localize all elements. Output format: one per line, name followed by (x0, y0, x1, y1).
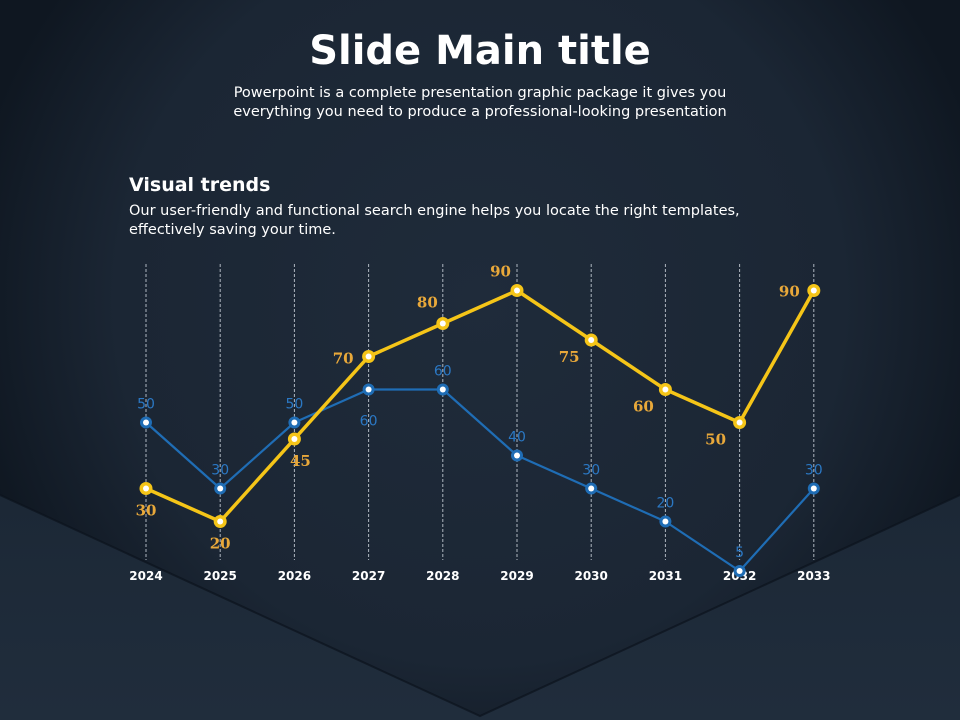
data-label: 50 (285, 397, 303, 413)
data-label: 50 (705, 431, 726, 449)
data-point-center (291, 436, 298, 442)
data-point-center (143, 485, 149, 492)
data-point-center (217, 518, 224, 525)
data-label: 40 (508, 430, 526, 446)
data-point-center (365, 386, 372, 393)
data-point-center (439, 386, 446, 393)
data-label: 20 (656, 496, 674, 512)
data-label: 5 (735, 545, 744, 561)
data-label: 30 (136, 502, 157, 520)
series-line (145, 288, 816, 524)
x-tick-label: 2028 (426, 569, 459, 583)
data-point-center (736, 568, 743, 574)
data-label: 30 (805, 463, 823, 479)
data-label: 45 (290, 452, 311, 470)
data-point-center (588, 337, 595, 343)
data-point-center (514, 287, 520, 294)
data-label: 60 (633, 398, 654, 416)
data-point-center (514, 452, 520, 459)
data-label: 20 (210, 535, 231, 553)
background-chevron-shape (0, 495, 960, 720)
data-label: 80 (417, 294, 438, 312)
series-line (145, 388, 815, 573)
data-point-center (365, 353, 372, 360)
data-point-center (810, 485, 817, 492)
section-description: Our user-friendly and functional search … (129, 203, 740, 238)
x-tick-label: 2026 (278, 569, 311, 583)
x-tick-label: 2029 (500, 569, 533, 583)
slide-subtitle: Powerpoint is a complete presentation gr… (233, 85, 727, 120)
data-point-center (662, 386, 669, 393)
data-label: 30 (211, 463, 229, 479)
section-heading: Visual trends (129, 174, 271, 196)
x-tick-label: 2024 (129, 569, 162, 583)
slide-title: Slide Main title (309, 28, 651, 74)
x-tick-label: 2025 (203, 569, 236, 583)
data-point-center (217, 485, 224, 492)
data-label: 50 (137, 397, 155, 413)
data-label: 75 (559, 348, 580, 366)
x-tick-label: 2030 (574, 569, 607, 583)
x-tick-label: 2027 (352, 569, 385, 583)
data-point-center (143, 419, 149, 426)
data-label: 60 (360, 414, 378, 430)
x-tick-label: 2031 (649, 569, 682, 583)
data-point-center (439, 320, 446, 327)
x-tick-label: 2033 (797, 569, 830, 583)
data-point-center (736, 419, 743, 426)
data-label: 70 (333, 350, 354, 368)
data-label: 90 (490, 263, 511, 281)
data-point-center (588, 485, 595, 492)
data-label: 90 (779, 283, 800, 301)
data-point-center (810, 287, 817, 294)
data-point-center (291, 419, 298, 426)
data-label: 30 (582, 463, 600, 479)
data-label: 60 (434, 364, 452, 380)
data-point-center (662, 518, 669, 525)
